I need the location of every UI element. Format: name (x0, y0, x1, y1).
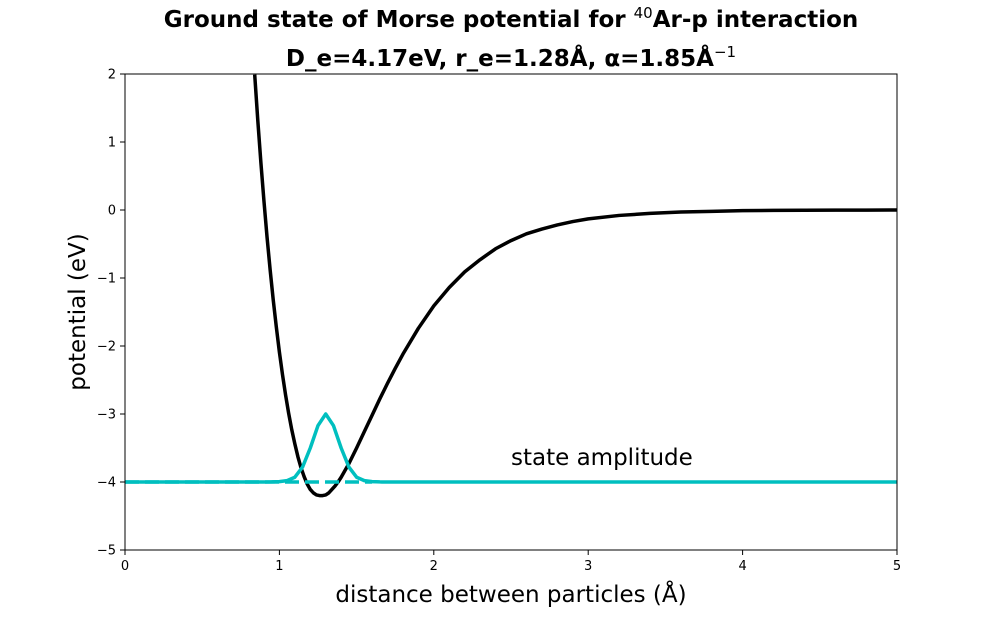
title-line1-superscript: 40 (634, 4, 653, 22)
y-tick-label: −4 (97, 476, 116, 491)
title-line1-suffix: Ar-p interaction (653, 7, 859, 33)
annotation-state-amplitude: state amplitude (511, 445, 693, 471)
y-tick-label: −2 (97, 340, 116, 355)
x-tick-label: 3 (584, 559, 592, 574)
series-layer (125, 74, 897, 498)
series-line-morse-potential (252, 74, 897, 498)
chart-title-line2: D_e=4.17eV, r_e=1.28Å, α=1.85Å−1 (286, 43, 736, 72)
ticks-layer: 0 1 2 3 4 5 −5 −4 −3 −2 −1 0 1 2 (97, 68, 901, 575)
x-tick-label: 2 (430, 559, 438, 574)
x-tick-label: 1 (275, 559, 283, 574)
y-tick-label: 0 (108, 204, 116, 219)
x-tick-label: 4 (738, 559, 746, 574)
chart-title-line1: Ground state of Morse potential for 40Ar… (164, 4, 859, 33)
y-tick-label: −3 (97, 408, 116, 423)
y-axis-label: potential (eV) (65, 233, 91, 390)
y-tick-label: −5 (97, 544, 116, 559)
series-line-state-amplitude (125, 412, 897, 484)
title-line2-prefix: D_e=4.17eV, r_e=1.28Å, α=1.85Å (286, 44, 714, 72)
x-tick-label: 0 (121, 559, 129, 574)
y-tick-label: 1 (108, 136, 116, 151)
x-tick-label: 5 (893, 559, 901, 574)
title-line1-prefix: Ground state of Morse potential for (164, 7, 634, 33)
title-line2-superscript: −1 (714, 43, 736, 61)
plot-frame (124, 73, 898, 551)
y-tick-label: 2 (108, 68, 116, 83)
x-axis-label: distance between particles (Å) (335, 580, 686, 608)
y-tick-label: −1 (97, 272, 116, 287)
